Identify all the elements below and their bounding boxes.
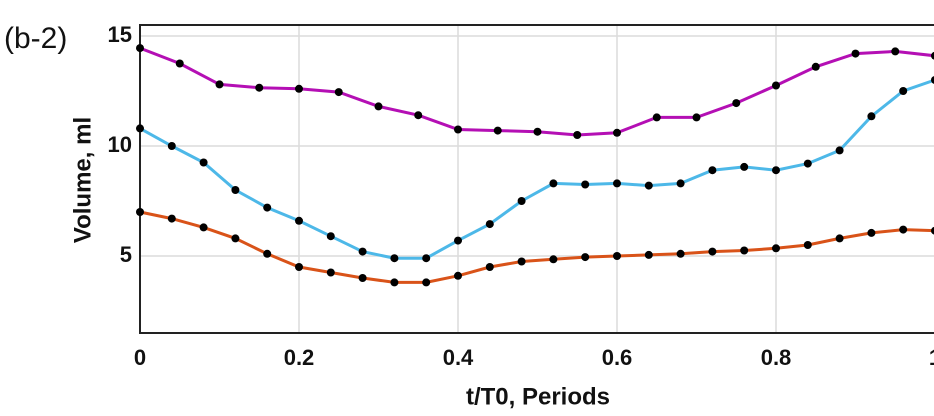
data-point xyxy=(167,214,176,223)
x-tick-label: 0.8 xyxy=(761,345,792,370)
x-tick-label: 0.6 xyxy=(602,345,633,370)
data-point xyxy=(772,81,780,90)
data-point xyxy=(891,47,900,56)
data-point xyxy=(899,87,908,95)
data-point xyxy=(573,131,582,139)
data-point xyxy=(676,179,685,188)
data-point xyxy=(136,124,144,133)
data-point xyxy=(255,83,264,92)
data-point xyxy=(231,186,240,194)
data-point xyxy=(263,203,272,212)
data-point xyxy=(803,241,812,249)
data-point xyxy=(422,254,431,263)
data-point xyxy=(692,113,701,122)
data-point xyxy=(533,127,542,136)
data-point xyxy=(613,128,621,137)
data-point xyxy=(644,181,653,190)
data-point xyxy=(326,268,335,277)
data-point xyxy=(390,254,399,263)
data-point xyxy=(803,159,812,168)
data-point xyxy=(708,247,717,256)
data-point xyxy=(740,246,749,255)
data-point xyxy=(652,113,661,122)
data-point xyxy=(167,142,176,150)
data-point xyxy=(899,225,908,234)
data-point xyxy=(231,234,240,243)
data-point xyxy=(708,166,717,175)
plot-frame xyxy=(139,24,934,334)
data-point xyxy=(136,208,144,216)
data-point xyxy=(811,62,820,71)
data-point xyxy=(295,84,303,93)
data-point xyxy=(215,80,224,89)
data-point xyxy=(549,255,558,264)
data-point xyxy=(613,179,621,188)
data-point xyxy=(422,278,431,287)
series-line xyxy=(139,78,934,260)
data-point xyxy=(517,197,526,205)
x-tick-label: 1 xyxy=(929,345,934,370)
x-axis-label: t/T0, Periods xyxy=(466,383,610,410)
data-point xyxy=(414,111,423,120)
data-point xyxy=(931,226,934,235)
data-point xyxy=(295,263,303,271)
data-point xyxy=(390,278,399,287)
data-point xyxy=(549,179,558,188)
data-point xyxy=(175,59,184,68)
x-tick-label: 0.2 xyxy=(284,345,315,370)
data-point xyxy=(867,228,876,237)
y-tick-label: 10 xyxy=(108,132,132,157)
data-point xyxy=(931,76,934,84)
data-point xyxy=(295,216,303,225)
data-point xyxy=(199,223,208,232)
series-line xyxy=(139,210,934,284)
data-point xyxy=(358,247,367,256)
data-point xyxy=(835,234,844,243)
data-point xyxy=(136,44,144,53)
data-point xyxy=(454,236,462,245)
y-tick-label: 5 xyxy=(120,242,132,267)
data-point xyxy=(867,112,876,121)
data-point xyxy=(517,257,526,266)
data-point xyxy=(644,250,653,259)
data-point xyxy=(334,88,343,97)
data-point xyxy=(199,158,208,167)
data-point xyxy=(581,253,590,262)
data-point xyxy=(772,166,780,175)
data-point xyxy=(772,244,780,253)
data-point xyxy=(454,271,462,280)
data-point xyxy=(740,162,749,171)
y-axis-label: Volume, ml xyxy=(69,117,96,243)
x-tick-label: 0 xyxy=(134,345,146,370)
data-point xyxy=(851,49,860,58)
x-tick-label: 0.4 xyxy=(443,345,474,370)
data-point xyxy=(931,51,934,60)
data-point xyxy=(358,274,367,282)
data-point xyxy=(485,220,494,229)
data-point xyxy=(676,249,685,258)
data-point xyxy=(485,263,494,271)
data-point xyxy=(374,102,383,111)
data-point xyxy=(493,126,502,135)
data-point xyxy=(263,249,272,258)
data-point xyxy=(581,180,590,189)
data-point xyxy=(454,125,462,134)
data-point xyxy=(326,232,335,241)
data-point xyxy=(835,146,844,155)
data-point xyxy=(732,99,741,108)
y-tick-label: 15 xyxy=(108,22,132,47)
panel-label: (b-2) xyxy=(4,22,67,55)
data-point xyxy=(613,252,621,260)
